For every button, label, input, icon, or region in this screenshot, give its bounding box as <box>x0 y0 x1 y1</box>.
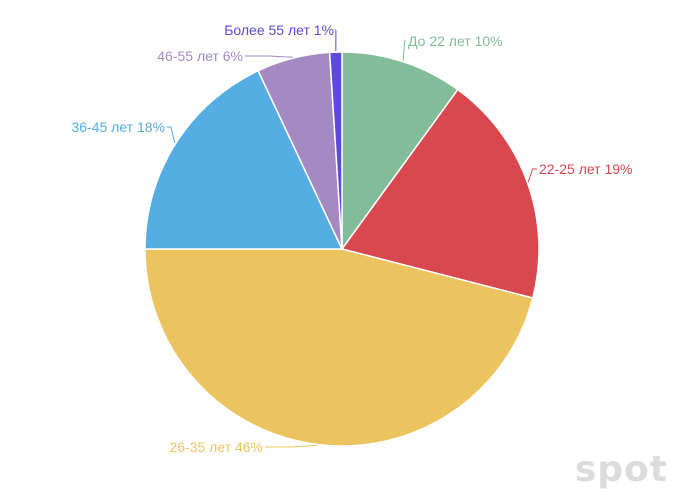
watermark-logo: spot <box>574 449 668 490</box>
slice-under-22 <box>341 51 459 252</box>
slice-22-25-label: 22-25 лет 19% <box>539 161 633 177</box>
slice-over-55 <box>328 51 343 250</box>
slice-22-25-leader-line <box>527 168 537 183</box>
slice-36-45-label: 36-45 лет 18% <box>71 119 165 135</box>
slice-over-55-label: Более 55 лет 1% <box>224 22 334 38</box>
slice-26-35-label: 26-35 лет 46% <box>169 439 263 455</box>
slice-26-35-leader-line <box>265 444 318 448</box>
slice-26-35 <box>144 248 534 447</box>
slice-36-45-leader-line <box>167 126 176 144</box>
slice-22-25 <box>340 88 540 299</box>
slice-36-45 <box>144 69 344 250</box>
slice-46-55-label: 46-55 лет 6% <box>157 48 243 64</box>
slice-under-22-leader-line <box>402 40 406 61</box>
slice-under-22-label: До 22 лет 10% <box>408 33 503 49</box>
pie-labels: До 22 лет 10% 22-25 лет 19% 26-35 лет 46% 3… <box>71 22 632 455</box>
pie-slices <box>144 51 540 447</box>
slice-46-55-leader-line <box>245 55 293 58</box>
